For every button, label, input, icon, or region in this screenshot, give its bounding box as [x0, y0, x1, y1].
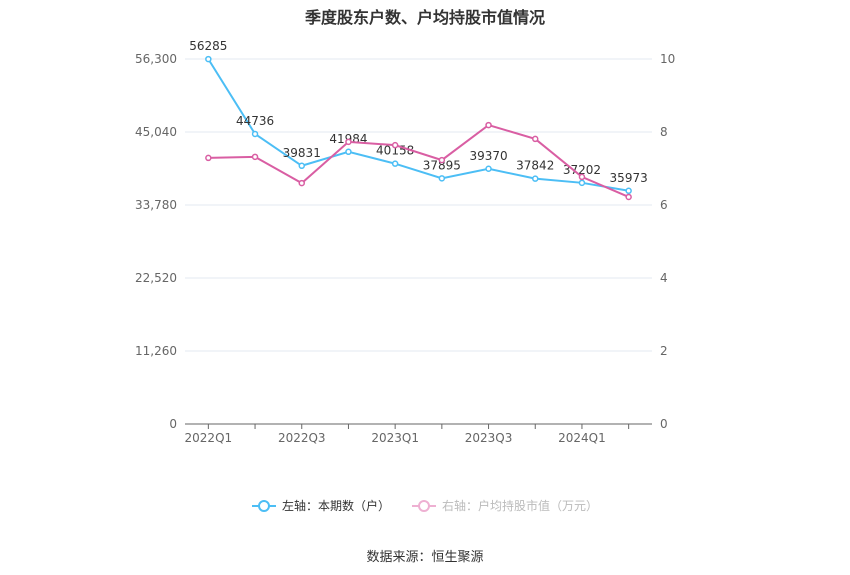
- series-line-0: [207, 58, 629, 192]
- data-point: [251, 153, 259, 161]
- data-point: [532, 175, 539, 182]
- x-axis-tick-label: 2023Q1: [371, 431, 419, 445]
- data-point: [625, 193, 632, 201]
- left-axis-tick-label: 56,300: [135, 52, 177, 66]
- legend-label: 右轴：户均持股市值（万元）: [442, 499, 599, 513]
- data-point: [298, 179, 305, 187]
- data-label: 44736: [236, 114, 274, 128]
- data-point: [438, 156, 446, 164]
- data-point: [205, 55, 212, 63]
- data-point: [345, 138, 352, 146]
- data-label: 37202: [563, 163, 601, 177]
- data-point: [438, 175, 446, 182]
- data-label: 56285: [189, 39, 227, 53]
- chart-title: 季度股东户数、户均持股市值情况: [304, 8, 545, 27]
- right-axis-tick-label: 4: [660, 271, 668, 285]
- data-label: 37895: [423, 158, 461, 172]
- legend-label: 左轴：本期数（户）: [281, 499, 390, 513]
- data-point: [578, 173, 586, 181]
- data-point: [251, 130, 259, 138]
- data-label: 39370: [469, 149, 507, 163]
- x-axis-tick-label: 2022Q3: [278, 431, 326, 445]
- data-label: 37842: [516, 159, 554, 173]
- data-point: [625, 187, 632, 195]
- left-axis-tick-label: 33,780: [135, 198, 177, 212]
- x-axis-tick-label: 2022Q1: [185, 431, 233, 445]
- legend-item-shareholders[interactable]: 左轴：本期数（户）: [251, 497, 390, 514]
- legend-blue-marker-icon: [251, 499, 276, 512]
- data-point: [485, 121, 492, 129]
- left-axis-tick-label: 11,260: [135, 344, 177, 358]
- x-axis-tick-label: 2024Q1: [558, 431, 606, 445]
- right-axis-tick-label: 2: [660, 344, 668, 358]
- data-point: [205, 154, 212, 162]
- data-source: 数据来源：恒生聚源: [366, 550, 484, 565]
- data-point: [345, 148, 352, 156]
- data-point: [485, 165, 492, 173]
- data-point: [532, 135, 539, 143]
- legend-item-avg-value[interactable]: 右轴：户均持股市值（万元）: [412, 497, 598, 514]
- data-point: [391, 141, 399, 149]
- data-point: [298, 162, 305, 170]
- x-axis-tick-label: 2023Q3: [465, 431, 513, 445]
- series-line-1: [208, 123, 630, 198]
- left-axis-tick-label: 0: [169, 417, 177, 431]
- right-axis-tick-label: 10: [660, 52, 675, 66]
- legend: 左轴：本期数（户） 右轴：户均持股市值（万元）: [0, 497, 850, 514]
- right-axis-tick-label: 8: [660, 125, 668, 139]
- right-axis-tick-label: 0: [660, 417, 668, 431]
- data-label: 35973: [610, 171, 648, 185]
- legend-pink-marker-icon: [412, 499, 436, 512]
- left-axis-tick-label: 22,520: [135, 271, 177, 285]
- data-label: 39831: [283, 146, 321, 160]
- data-point: [391, 160, 399, 167]
- right-axis-tick-label: 6: [660, 198, 668, 212]
- data-point: [578, 179, 586, 187]
- left-axis-tick-label: 45,040: [135, 125, 177, 139]
